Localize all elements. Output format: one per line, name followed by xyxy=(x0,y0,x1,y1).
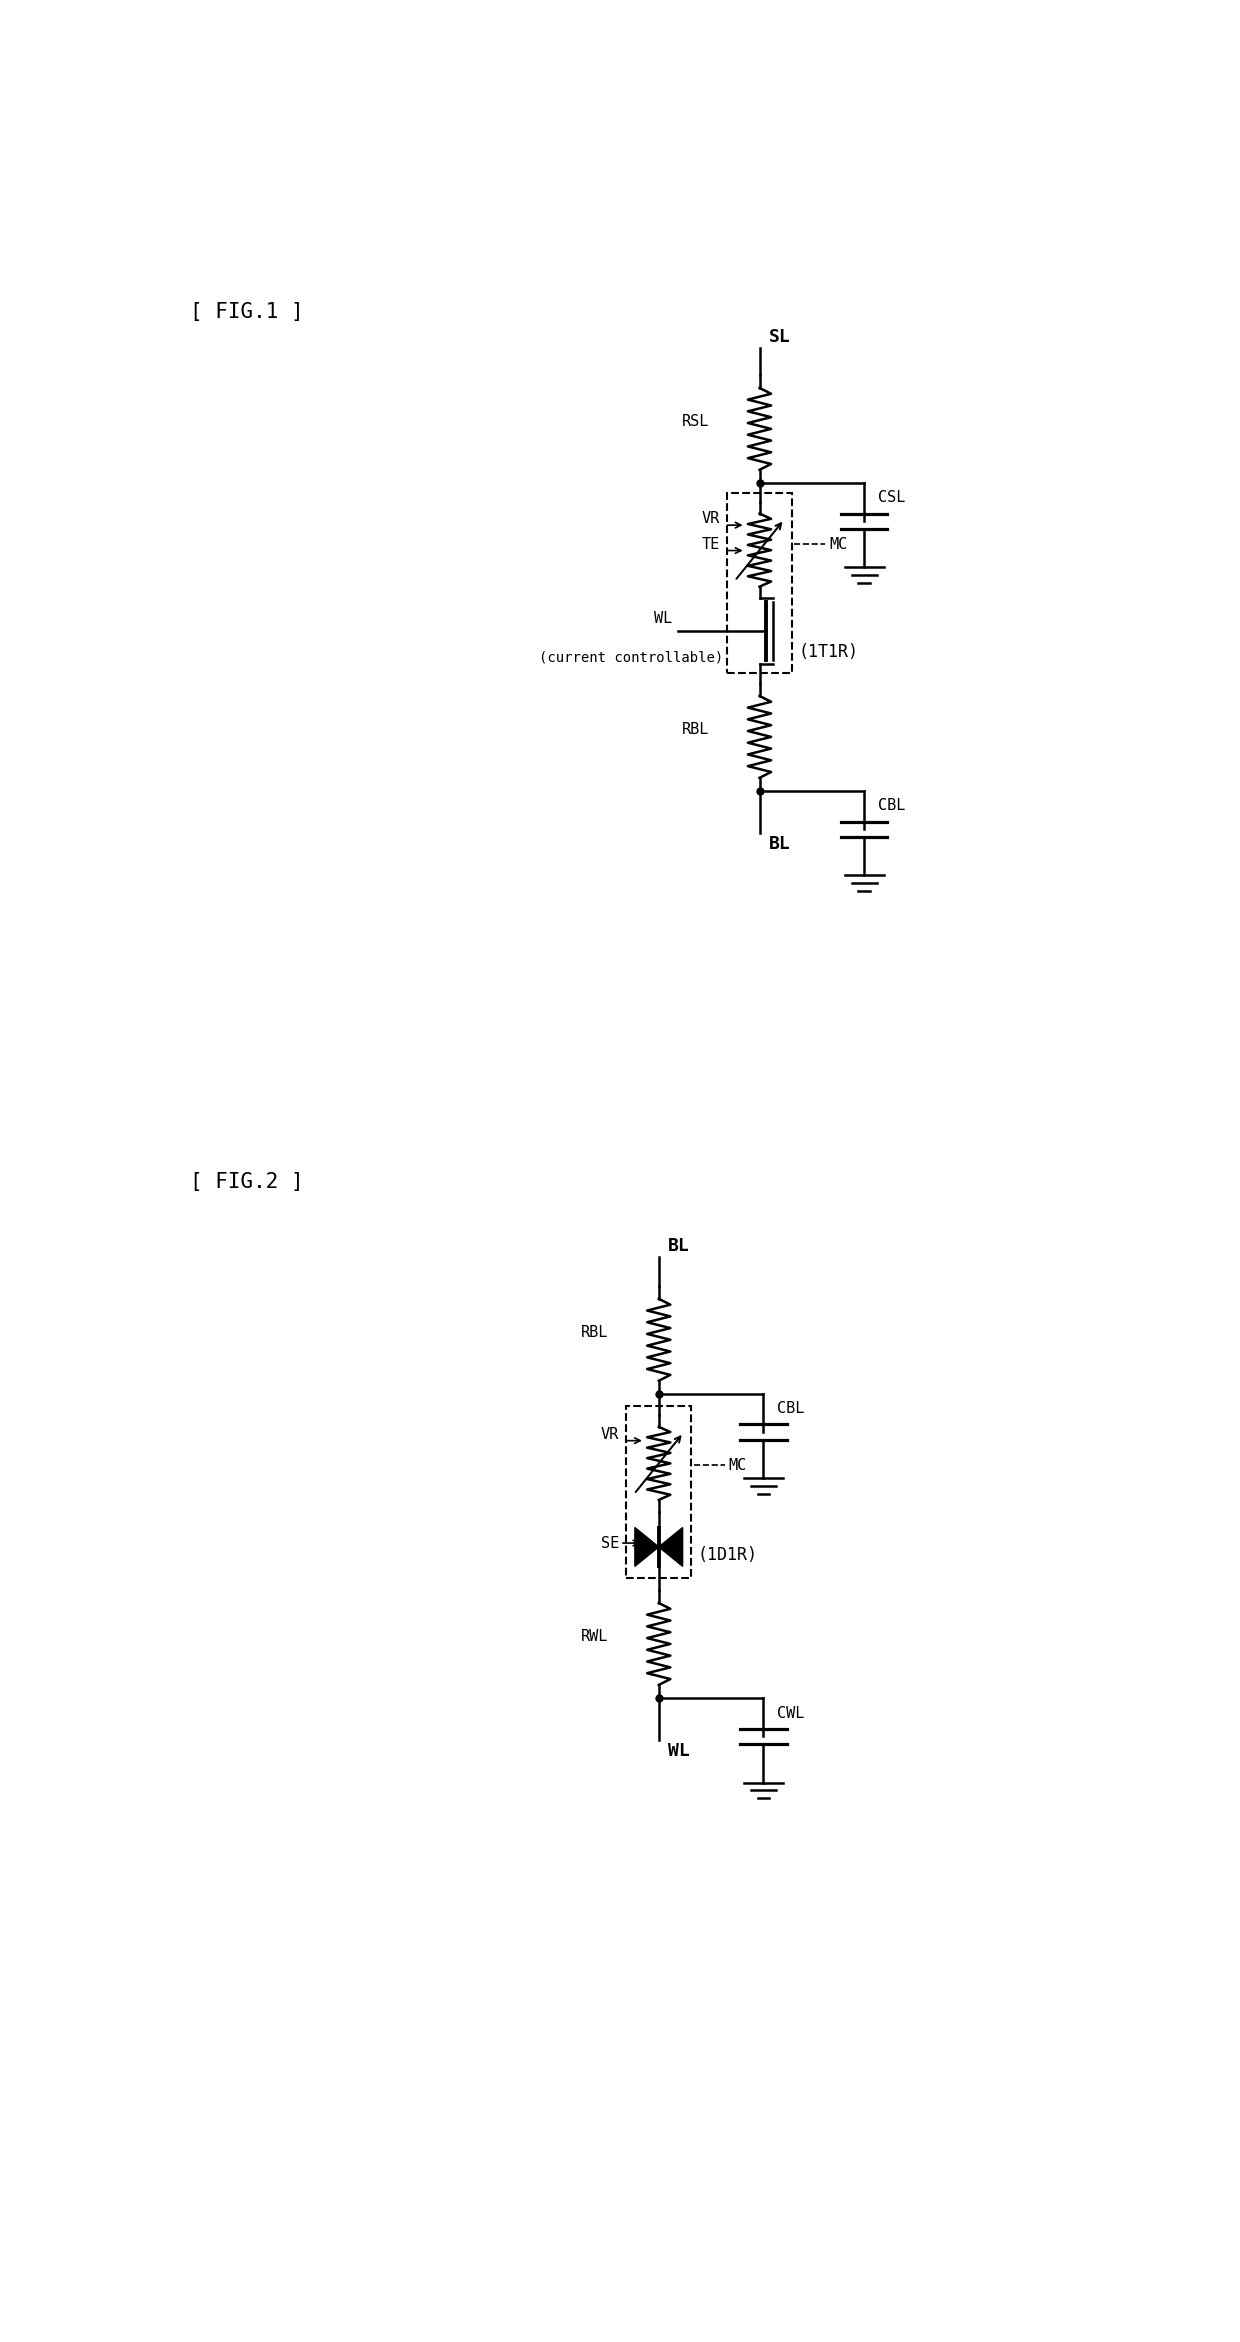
Text: MC: MC xyxy=(830,536,847,553)
Text: SL: SL xyxy=(769,328,791,347)
Text: RBL: RBL xyxy=(582,1326,609,1340)
Text: CBL: CBL xyxy=(878,799,905,813)
Bar xyxy=(727,492,792,672)
Text: CSL: CSL xyxy=(878,489,905,506)
Text: (1D1R): (1D1R) xyxy=(697,1546,758,1564)
Text: RSL: RSL xyxy=(682,415,709,429)
Text: (1T1R): (1T1R) xyxy=(799,644,858,660)
Text: BL: BL xyxy=(668,1237,689,1255)
Text: [ FIG.2 ]: [ FIG.2 ] xyxy=(190,1171,304,1192)
Text: (current controllable): (current controllable) xyxy=(538,651,723,665)
Text: SE: SE xyxy=(600,1536,619,1550)
Text: WL: WL xyxy=(668,1742,689,1759)
Bar xyxy=(626,1405,692,1579)
Text: CBL: CBL xyxy=(777,1401,805,1417)
Text: CWL: CWL xyxy=(777,1705,805,1721)
Text: WL: WL xyxy=(653,611,672,625)
Text: VR: VR xyxy=(600,1426,619,1443)
Text: BL: BL xyxy=(769,834,791,852)
Text: VR: VR xyxy=(702,511,719,527)
Text: TE: TE xyxy=(702,536,719,553)
Text: RWL: RWL xyxy=(582,1628,609,1644)
Polygon shape xyxy=(658,1527,682,1567)
Polygon shape xyxy=(635,1527,658,1567)
Text: MC: MC xyxy=(729,1457,746,1473)
Text: RBL: RBL xyxy=(682,721,709,738)
Text: [ FIG.1 ]: [ FIG.1 ] xyxy=(190,302,304,321)
